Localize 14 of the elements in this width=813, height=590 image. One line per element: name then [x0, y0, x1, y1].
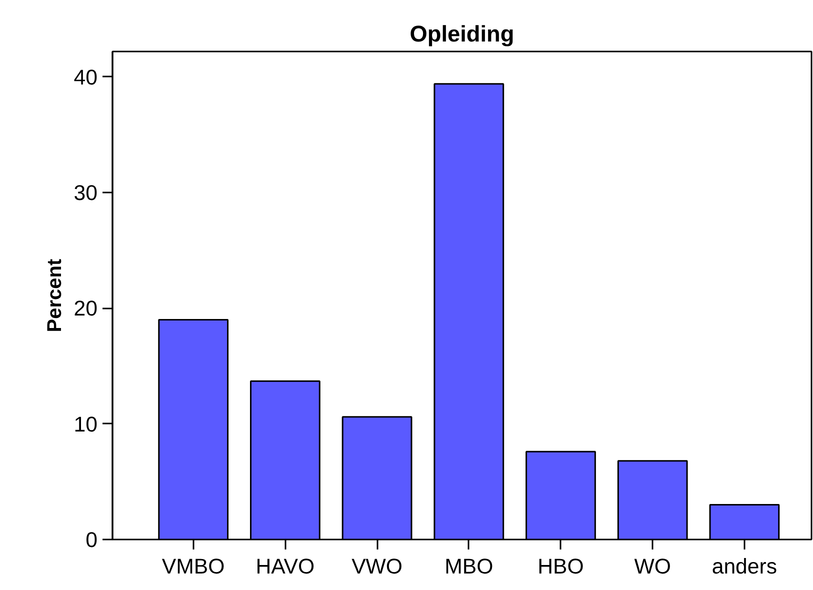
x-tick-label: MBO — [444, 554, 494, 578]
x-tick-label: anders — [712, 554, 778, 578]
x-tick-label: HBO — [538, 554, 584, 578]
x-tick-label: HAVO — [256, 554, 315, 578]
y-tick-label: 0 — [86, 528, 98, 552]
y-tick-label: 30 — [74, 181, 98, 206]
chart-title: Opleiding — [410, 20, 514, 46]
x-tick-label: VMBO — [162, 554, 225, 578]
y-tick-label: 40 — [74, 65, 98, 90]
y-tick-label: 10 — [74, 412, 98, 436]
y-axis-title: Percent — [44, 258, 66, 332]
x-tick-label: VWO — [352, 554, 403, 578]
x-tick-label: WO — [634, 554, 671, 578]
y-tick-label: 20 — [74, 296, 98, 321]
